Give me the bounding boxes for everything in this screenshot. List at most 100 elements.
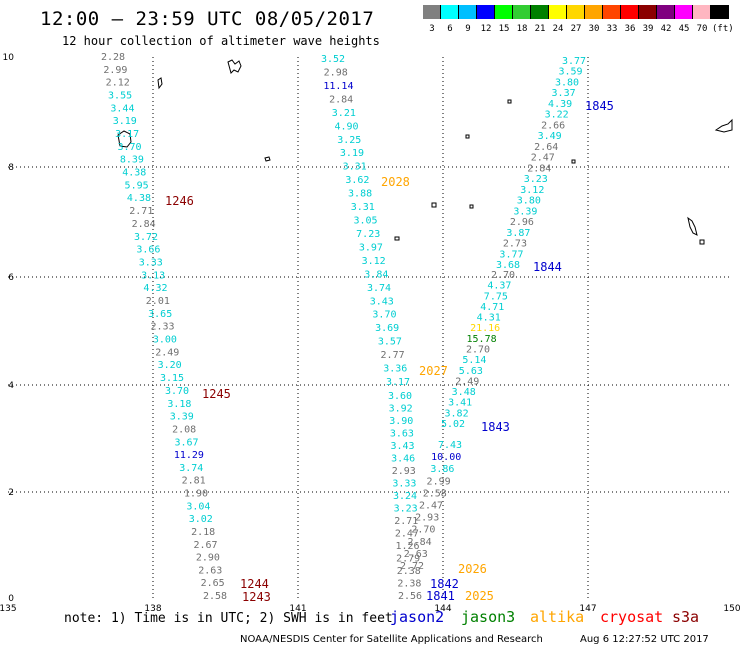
wave-height-value: 3.04	[186, 501, 210, 512]
satellite-name-cryosat: cryosat	[600, 608, 664, 626]
scale-label: 9	[465, 24, 471, 34]
scale-swatch	[657, 5, 675, 19]
orbit-number-label: 2027	[419, 364, 448, 378]
coastline	[469, 204, 474, 209]
wave-height-value: 3.68	[496, 260, 520, 271]
wave-height-value: 3.62	[345, 175, 369, 186]
orbit-number-label: 1845	[585, 99, 614, 113]
wave-height-value: 3.74	[367, 283, 391, 294]
wave-height-value: 2.70	[491, 270, 515, 281]
wave-height-value: 2.71	[129, 206, 153, 217]
wave-height-value: 2.08	[172, 424, 196, 435]
wave-height-value: 3.84	[364, 269, 388, 280]
wave-height-value: 3.52	[321, 54, 345, 65]
wave-height-value: 2.99	[427, 476, 451, 487]
wave-height-value: 2.67	[193, 540, 217, 551]
wave-height-value: 1.26	[395, 541, 419, 552]
scale-label: 42	[660, 24, 672, 34]
scale-label: 27	[570, 24, 582, 34]
x-tick-label: 147	[579, 604, 596, 614]
wave-height-value: 3.41	[448, 398, 472, 409]
wave-height-value: 2.90	[196, 553, 220, 564]
wave-height-value: 3.33	[392, 479, 416, 490]
wave-height-value: 2.71	[394, 516, 418, 527]
wave-height-value: 3.77	[499, 249, 523, 260]
wave-height-value: 3.77	[562, 56, 586, 67]
wave-height-value: 2.72	[400, 561, 424, 572]
wave-height-value: 2.63	[404, 549, 428, 560]
wave-height-value: 3.80	[517, 196, 541, 207]
orbit-number-label: 2025	[465, 589, 494, 603]
coastline	[687, 216, 698, 236]
satellite-name-s3a: s3a	[672, 608, 700, 626]
wave-height-value: 3.92	[389, 404, 413, 415]
scale-label: 70	[696, 24, 708, 34]
wave-height-value: 3.60	[388, 391, 412, 402]
wave-height-value: 2.47	[419, 501, 443, 512]
wave-height-value: 2.64	[534, 142, 558, 153]
wave-height-value: 2.73	[503, 239, 527, 250]
wave-height-value: 4.39	[548, 99, 572, 110]
wave-height-value: 3.19	[340, 148, 364, 159]
wave-height-value: 2.18	[191, 527, 215, 538]
wave-height-value: 2.66	[541, 120, 565, 131]
coastline	[465, 134, 470, 139]
units-note: note: 1) Time is in UTC; 2) SWH is in fe…	[64, 611, 393, 626]
scale-swatch	[477, 5, 495, 19]
scale-swatch	[585, 5, 603, 19]
wave-height-value: 2.96	[510, 217, 534, 228]
y-tick-label: 2	[8, 488, 14, 498]
wave-height-value: 8.39	[120, 155, 144, 166]
wave-height-value: 4.38	[127, 193, 151, 204]
coastline	[571, 159, 576, 164]
wave-height-value: 4.90	[334, 121, 358, 132]
map-subtitle: 12 hour collection of altimeter wave hei…	[62, 34, 380, 48]
wave-height-value: 2.79	[396, 554, 420, 565]
x-tick-label: 144	[434, 604, 451, 614]
wave-height-value: 2.63	[198, 565, 222, 576]
wave-height-value: 2.38	[397, 579, 421, 590]
wave-height-value: 3.65	[148, 309, 172, 320]
wave-height-value: 3.23	[394, 504, 418, 515]
coastline	[117, 130, 132, 148]
wave-height-value: 3.39	[170, 412, 194, 423]
wave-height-value: 2.47	[395, 529, 419, 540]
scale-label: (ft)	[712, 24, 734, 34]
x-tick-label: 135	[0, 604, 17, 614]
wave-height-value: 3.31	[351, 202, 375, 213]
wave-height-value: 2.12	[106, 78, 130, 89]
wave-height-value: 3.43	[370, 296, 394, 307]
y-tick-label: 10	[3, 53, 15, 63]
map-title: 12:00 – 23:59 UTC 08/05/2017	[40, 8, 375, 30]
wave-height-value: 2.84	[408, 537, 432, 548]
wave-height-value: 3.43	[390, 441, 414, 452]
wave-height-value: 3.18	[167, 399, 191, 410]
wave-height-value: 2.47	[531, 153, 555, 164]
wave-height-value: 3.21	[332, 108, 356, 119]
wave-height-value: 4.38	[122, 168, 146, 179]
wave-height-value: 1.90	[184, 489, 208, 500]
coastline	[394, 236, 400, 241]
wave-height-value: 3.17	[115, 129, 139, 140]
wave-height-value: 3.46	[391, 454, 415, 465]
orbit-number-label: 2028	[381, 175, 410, 189]
wave-height-value: 2.99	[103, 65, 127, 76]
wave-height-value: 3.90	[389, 416, 413, 427]
x-tick-label: 141	[289, 604, 306, 614]
scale-swatch	[495, 5, 513, 19]
wave-height-value: 11.29	[174, 450, 204, 461]
coastline	[699, 239, 705, 245]
wave-height-value: 3.48	[452, 387, 476, 398]
wave-height-value: 2.98	[324, 67, 348, 78]
x-tick-label: 138	[144, 604, 161, 614]
orbit-number-label: 1844	[533, 260, 562, 274]
wave-height-value: 3.20	[158, 360, 182, 371]
wave-height-value: 3.15	[160, 373, 184, 384]
wave-height-value: 5.95	[125, 180, 149, 191]
wave-height-value: 3.44	[110, 103, 134, 114]
coastline	[157, 77, 163, 90]
y-tick-label: 8	[8, 163, 14, 173]
orbit-number-label: 1246	[165, 194, 194, 208]
generated-timestamp: Aug 6 12:27:52 UTC 2017	[580, 634, 709, 645]
orbit-number-label: 1243	[242, 590, 271, 604]
